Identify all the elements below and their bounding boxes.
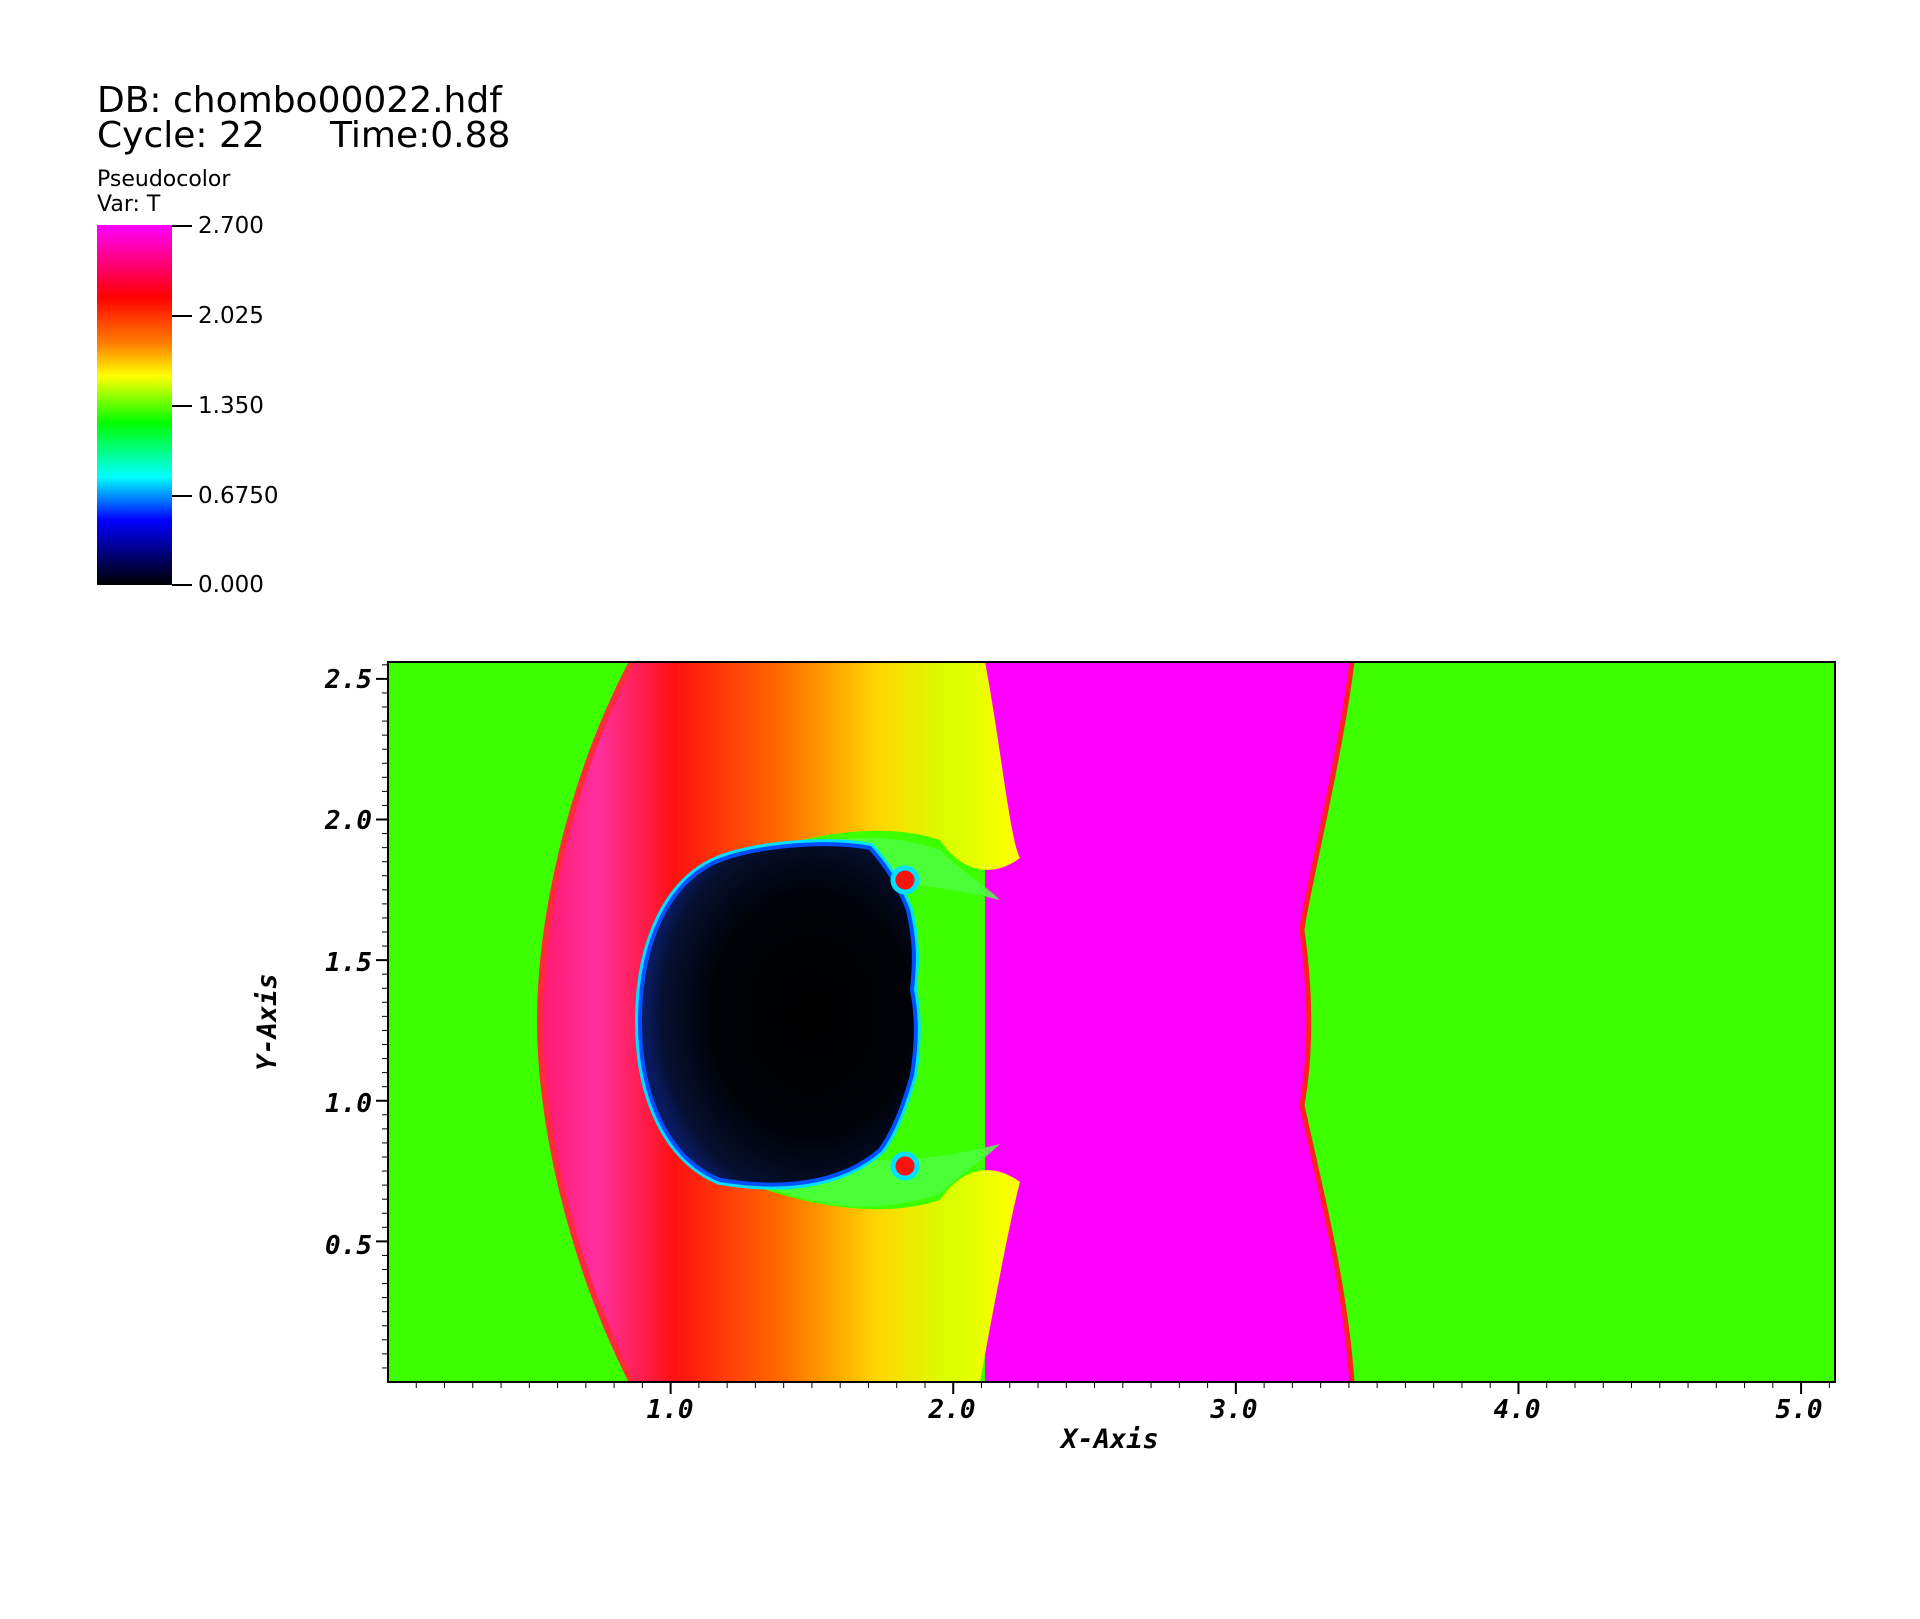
lower-vortex <box>890 1151 920 1181</box>
x-tick-label: 3.0 <box>1210 1395 1258 1425</box>
post-shock-region <box>985 662 1352 1382</box>
colorbar-tick <box>172 405 192 407</box>
bow-shock-front <box>536 662 635 1382</box>
colorbar-tick-label: 0.000 <box>198 572 264 598</box>
bow-shock-region <box>540 662 1020 1382</box>
colorbar-tick <box>172 315 192 317</box>
colorbar-tick <box>172 495 192 497</box>
colorbar-tick-label: 2.025 <box>198 303 264 329</box>
legend-plot-type: Pseudocolor <box>97 167 231 192</box>
legend-variable: Var: T <box>97 192 161 217</box>
time-label: Time:0.88 <box>330 115 511 156</box>
bubble-rim-blue <box>637 842 918 1187</box>
y-axis-title: Y-Axis <box>252 973 283 1071</box>
x-tick-label: 1.0 <box>647 1395 694 1425</box>
x-axis-title: X-Axis <box>1059 1424 1159 1455</box>
y-tick-label: 1.0 <box>325 1089 372 1119</box>
y-tick-label: 2.5 <box>324 665 372 695</box>
plot-frame <box>387 661 1836 1383</box>
minor-ticks <box>382 664 1830 1388</box>
y-tick-label: 1.5 <box>325 948 372 978</box>
cycle-label: Cycle: 22 <box>97 115 265 156</box>
colorbar-tick <box>172 225 192 227</box>
upper-vortex <box>890 865 920 895</box>
colorbar-tick-label: 0.6750 <box>198 483 279 509</box>
y-tick-label: 2.0 <box>324 806 372 836</box>
lower-wake <box>760 1144 1000 1207</box>
db-label: DB: chombo00022.hdf <box>97 80 502 121</box>
right-shock-front <box>1299 662 1355 1382</box>
y-tick-label: 0.5 <box>325 1231 372 1261</box>
x-tick-label: 2.0 <box>928 1395 976 1425</box>
colorbar-tick <box>172 584 192 586</box>
x-tick-label: 5.0 <box>1776 1395 1823 1425</box>
colorbar-tick-label: 2.700 <box>198 213 264 239</box>
colorbar-tick-label: 1.350 <box>198 393 264 419</box>
major-ticks <box>376 677 1803 1394</box>
colorbar <box>97 225 172 585</box>
x-tick-label: 4.0 <box>1494 1395 1541 1425</box>
